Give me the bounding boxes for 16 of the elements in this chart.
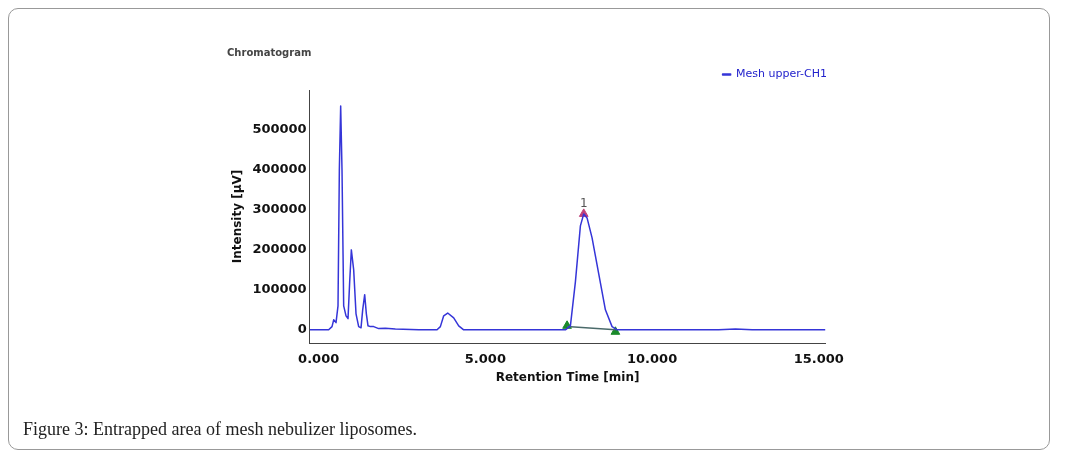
y-tick-label: 100000: [252, 281, 307, 297]
annotation: 1: [579, 196, 588, 211]
x-tick-label: 10.000: [627, 351, 678, 367]
x-axis-title: Retention Time [min]: [495, 369, 640, 384]
x-tick-label: 5.000: [464, 351, 506, 367]
chart-title: Chromatogram: [227, 46, 312, 58]
x-tick-label: 15.000: [793, 351, 844, 367]
y-tick-label: 500000: [252, 121, 307, 137]
legend-label: Mesh upper-CH1: [736, 67, 828, 81]
y-tick-label: 400000: [252, 161, 307, 177]
y-axis-title: Intensity [μV]: [230, 169, 245, 264]
x-tick-label: 0.000: [298, 351, 340, 367]
y-tick-label: 300000: [252, 201, 307, 217]
y-tick-label: 0: [297, 321, 307, 337]
caption: Figure 3: Entrapped area of mesh nebulizer liposomes.: [23, 419, 417, 440]
y-tick-label: 200000: [252, 241, 307, 257]
